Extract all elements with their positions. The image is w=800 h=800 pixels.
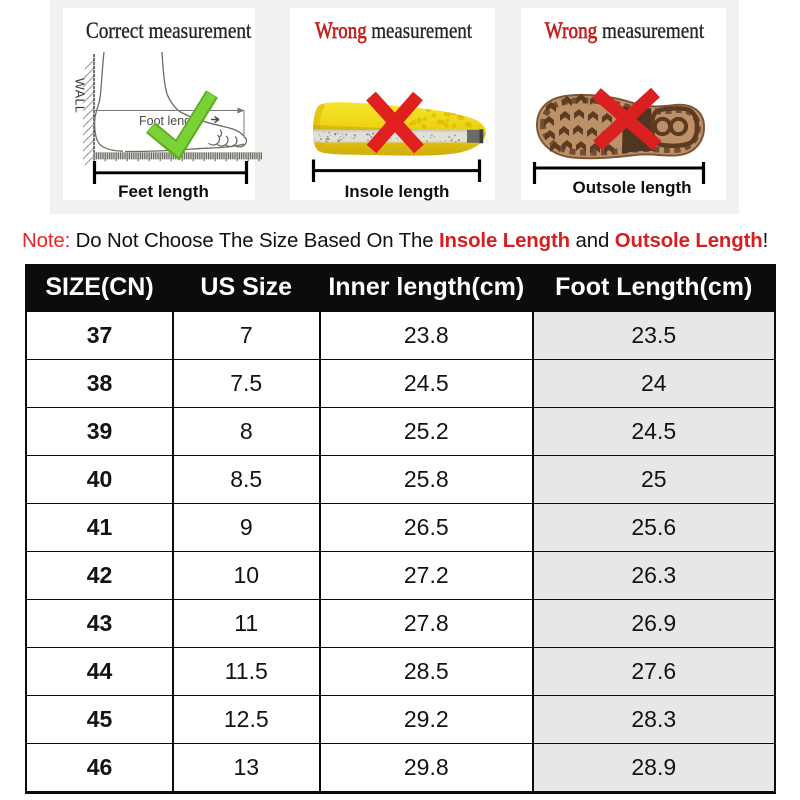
- svg-text:WALL: WALL: [73, 78, 87, 113]
